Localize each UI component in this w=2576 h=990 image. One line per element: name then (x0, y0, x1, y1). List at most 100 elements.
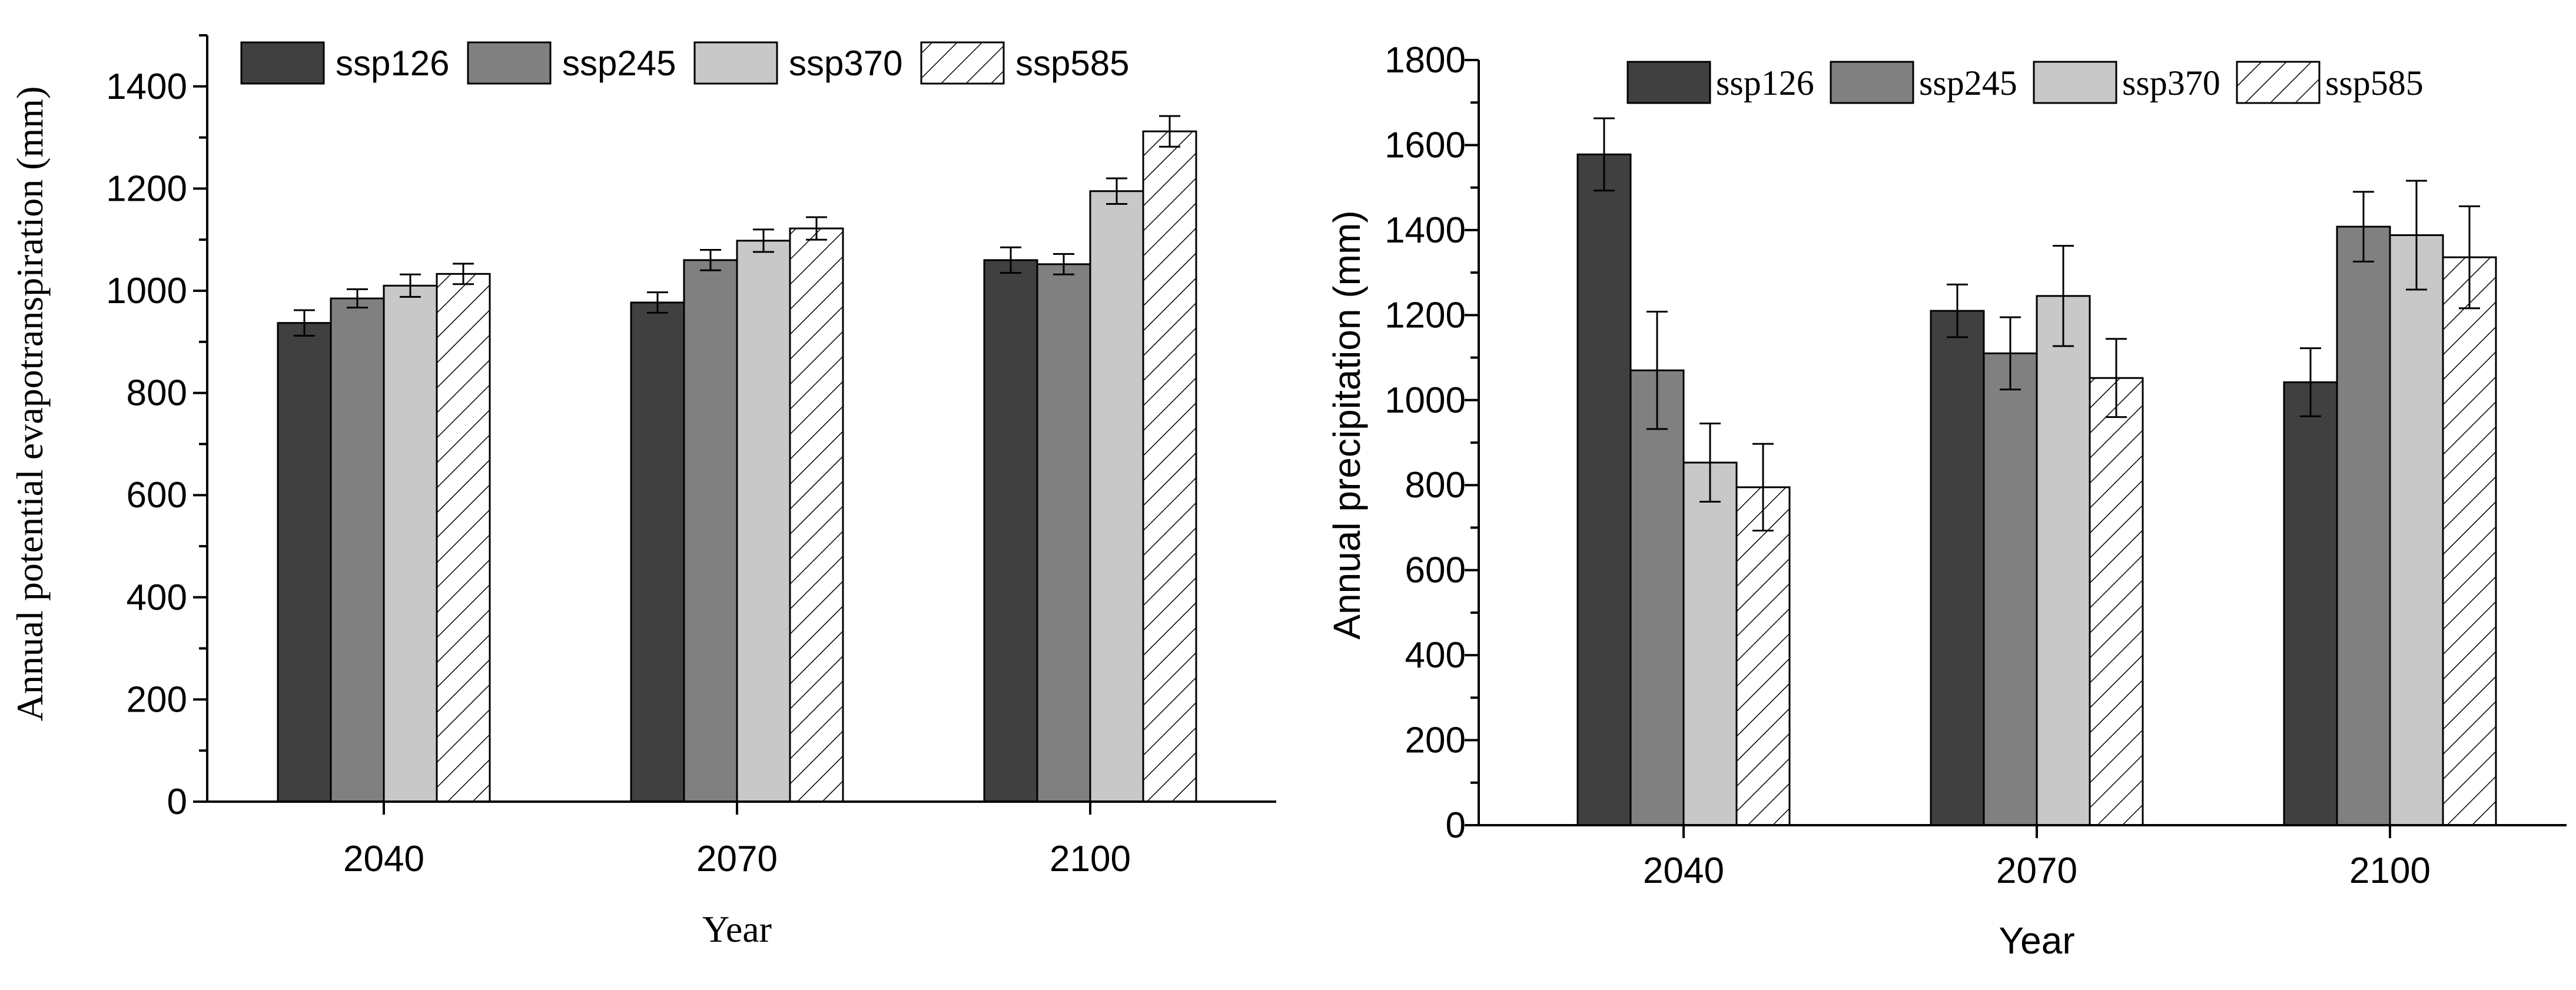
bar-ssp370-2070 (736, 240, 791, 803)
pet-y-axis-title: Annual potential evapotranspiration (mm) (9, 87, 51, 722)
pet-x-tick-labels: 2040 2070 2100 (343, 839, 1131, 879)
legend-item-ssp585: ssp585 (2236, 61, 2424, 104)
bar-ssp126-2040 (277, 322, 332, 803)
y-tick-label-800: 800 (1405, 465, 1466, 506)
bar-ssp245-2040 (330, 297, 385, 803)
error-bar-ssp370-2040 (400, 273, 421, 298)
legend-label-ssp370: ssp370 (2122, 64, 2220, 102)
bar-ssp585-2070 (2089, 377, 2144, 826)
pet-error-bars (294, 115, 1180, 337)
bar-ssp370-2100 (1089, 190, 1144, 803)
bar-ssp126-2070 (1930, 310, 1985, 826)
legend-swatch-ssp126 (240, 41, 325, 85)
pet-axes (193, 34, 1276, 815)
y-tick-label-600: 600 (127, 475, 187, 516)
error-bar-ssp585-2040 (1752, 443, 1774, 531)
legend-item-ssp245: ssp245 (1830, 61, 2017, 104)
bar-ssp126-2070 (630, 301, 685, 803)
bar-ssp585-2040 (1735, 486, 1791, 826)
x-tick-label-2100: 2100 (2349, 851, 2431, 891)
x-tick-label-2070: 2070 (696, 839, 778, 879)
legend-item-ssp126: ssp126 (240, 41, 449, 85)
precip-x-axis-title: Year (1999, 919, 2074, 962)
y-tick-label-1200: 1200 (1385, 295, 1466, 335)
error-bar-ssp126-2070 (647, 291, 668, 314)
bar-ssp245-2100 (2336, 225, 2391, 826)
y-tick-label-1200: 1200 (106, 168, 187, 209)
bar-ssp370-2070 (2036, 295, 2091, 826)
bar-ssp245-2040 (1629, 369, 1685, 826)
error-bar-ssp370-2070 (753, 228, 774, 253)
legend-label-ssp245: ssp245 (562, 44, 676, 83)
precip-axes (1465, 59, 2567, 838)
bar-ssp126-2040 (1576, 153, 1632, 826)
pet-x-axis-title: Year (702, 908, 772, 950)
bar-ssp585-2070 (789, 227, 844, 803)
pet-chart: 0 200 400 600 800 1000 1200 1400 2040 2070 2100 A… (9, 34, 1276, 950)
bar-ssp370-2040 (383, 284, 438, 803)
legend-label-ssp370: ssp370 (789, 44, 902, 83)
y-tick-label-1400: 1400 (106, 67, 187, 107)
precip-y-axis-title: Annual precipitation (mm) (1326, 210, 1368, 639)
precip-x-tick-labels: 2040 2070 2100 (1643, 851, 2431, 891)
bar-ssp245-2100 (1036, 263, 1091, 803)
y-tick-label-600: 600 (1405, 550, 1466, 591)
legend-label-ssp126: ssp126 (1716, 64, 1814, 102)
error-bar-ssp126-2040 (1594, 117, 1615, 192)
legend-swatch-ssp370 (693, 41, 778, 85)
y-tick-label-0: 0 (167, 782, 187, 822)
y-tick-label-1400: 1400 (1385, 210, 1466, 251)
y-tick-label-400: 400 (1405, 635, 1466, 676)
precip-legend: ssp126 ssp245 ssp370 ssp585 (1626, 61, 2424, 104)
legend-label-ssp126: ssp126 (336, 44, 449, 83)
error-bar-ssp370-2100 (1106, 177, 1127, 205)
legend-swatch-ssp126 (1626, 61, 1711, 104)
y-tick-label-1800: 1800 (1385, 40, 1466, 81)
bar-ssp126-2100 (2283, 381, 2338, 826)
bar-ssp585-2100 (1142, 130, 1197, 803)
error-bar-ssp585-2100 (1159, 115, 1180, 148)
x-tick-label-2040: 2040 (343, 839, 424, 879)
error-bar-ssp585-2040 (453, 263, 474, 285)
x-tick-label-2070: 2070 (1996, 851, 2077, 891)
bar-ssp245-2070 (683, 259, 738, 803)
x-tick-label-2100: 2100 (1050, 839, 1131, 879)
error-bar-ssp245-2040 (347, 288, 368, 309)
error-bar-ssp245-2100 (1053, 253, 1074, 275)
legend-item-ssp245: ssp245 (467, 41, 676, 85)
error-bar-ssp245-2040 (1646, 311, 1668, 430)
legend-item-ssp370: ssp370 (2033, 61, 2220, 104)
bar-ssp245-2070 (1983, 352, 2038, 826)
error-bar-ssp126-2040 (294, 309, 315, 337)
bar-ssp370-2100 (2389, 234, 2444, 826)
y-tick-label-400: 400 (127, 577, 187, 618)
y-tick-label-1000: 1000 (1385, 380, 1466, 421)
error-bar-ssp245-2070 (700, 249, 721, 271)
legend-label-ssp245: ssp245 (1919, 64, 2017, 102)
error-bar-ssp370-2070 (2053, 245, 2074, 347)
error-bar-ssp245-2070 (2000, 316, 2021, 391)
error-bar-ssp585-2100 (2459, 205, 2480, 310)
legend-swatch-ssp370 (2033, 61, 2117, 104)
y-tick-label-0: 0 (1446, 805, 1466, 846)
error-bar-ssp370-2100 (2406, 180, 2427, 291)
legend-label-ssp585: ssp585 (1015, 44, 1129, 83)
error-bar-ssp126-2100 (1000, 246, 1021, 274)
bar-ssp370-2040 (1682, 461, 1738, 826)
y-tick-label-800: 800 (127, 373, 187, 414)
legend-swatch-ssp245 (1830, 61, 1914, 104)
bar-ssp585-2100 (2442, 256, 2497, 826)
bar-ssp126-2100 (983, 259, 1038, 803)
x-tick-label-2040: 2040 (1643, 851, 1724, 891)
pet-y-tick-labels: 0 200 400 600 800 1000 1200 1400 (106, 67, 187, 822)
error-bar-ssp585-2070 (806, 216, 827, 241)
precip-error-bars (1594, 117, 2480, 531)
legend-swatch-ssp245 (467, 41, 552, 85)
y-tick-label-200: 200 (127, 679, 187, 720)
legend-item-ssp370: ssp370 (693, 41, 902, 85)
precip-bars (1576, 153, 2497, 826)
y-tick-label-1000: 1000 (106, 271, 187, 311)
legend-item-ssp126: ssp126 (1626, 61, 1814, 104)
bar-ssp585-2040 (436, 273, 491, 803)
